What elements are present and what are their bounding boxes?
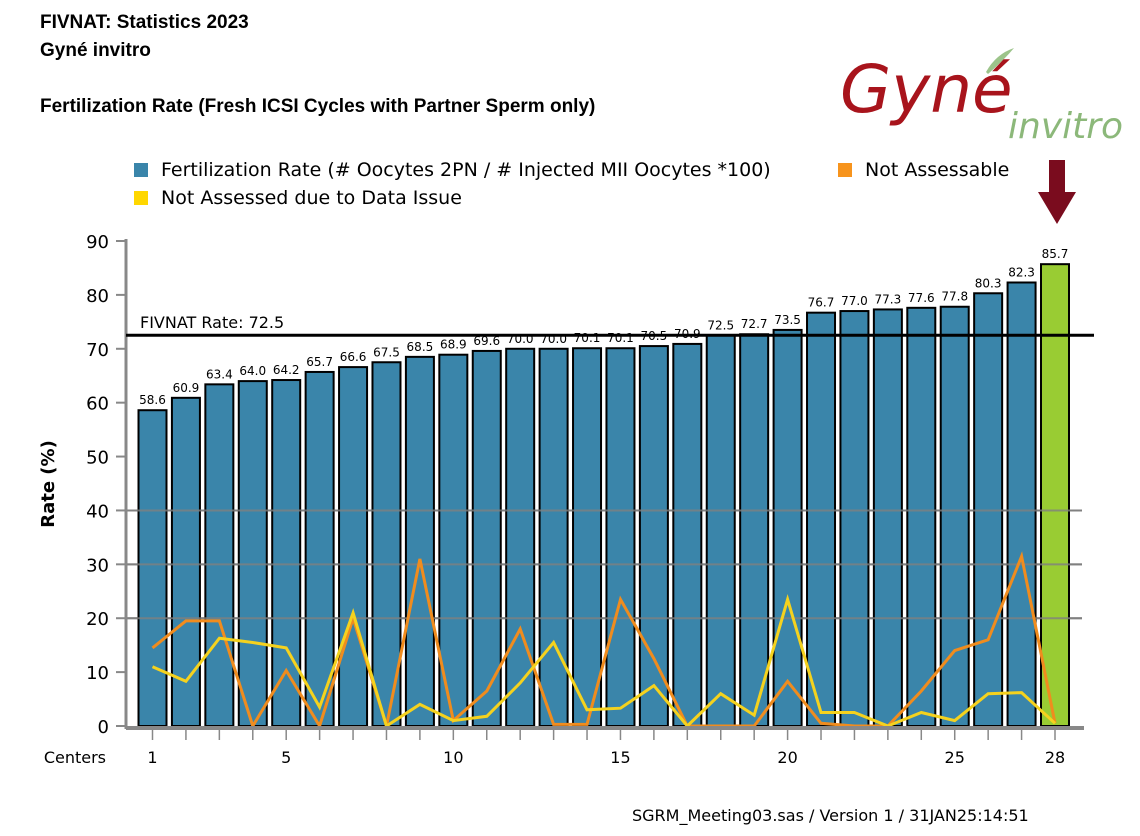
y-axis-label: Rate (%) [38, 440, 59, 528]
bar-value-label: 58.6 [139, 393, 166, 407]
x-axis-label: Centers [44, 748, 106, 767]
bar-center-10 [438, 353, 469, 727]
bar-value-label: 68.5 [407, 340, 434, 354]
legend-label: Fertilization Rate (# Oocytes 2PN / # In… [161, 159, 771, 181]
bar-center-23 [872, 308, 903, 727]
y-tick-label: 40 [86, 501, 109, 522]
bar-value-label: 64.2 [273, 363, 300, 377]
x-tick-label: 28 [1045, 748, 1065, 767]
logo-sub-text: invitro [1008, 106, 1123, 147]
bar-value-label: 76.7 [808, 296, 835, 310]
y-tick-label: 10 [86, 663, 109, 684]
bar-center-7 [338, 366, 369, 727]
bar-highlight-center-28 [1040, 263, 1070, 727]
x-tick-label: 20 [777, 748, 797, 767]
bar-value-label: 69.6 [473, 334, 500, 348]
legend-not-assessed-data-issue: Not Assessed due to Data Issue [134, 187, 462, 209]
x-tick-label: 15 [610, 748, 630, 767]
bar-center-16 [638, 345, 669, 727]
label-layer: 58.6 60.9 63.4 64.0 64.2 65.7 66.6 67.5 68.5 68.9… [126, 247, 1094, 407]
bar-value-label: 77.8 [941, 290, 968, 304]
bar-center-17 [672, 342, 703, 727]
bar-center-25 [939, 305, 970, 727]
bar-value-label: 73.5 [774, 313, 801, 327]
x-tick-label: 10 [443, 748, 463, 767]
bar-value-label: 68.9 [440, 338, 467, 352]
y-tick-label: 20 [86, 609, 109, 630]
y-tick-label: 90 [86, 232, 109, 253]
logo-main-text: Gyné [840, 51, 1013, 128]
bar-value-label: 65.7 [306, 355, 333, 369]
bar-value-label: 77.0 [841, 294, 868, 308]
bar-center-5 [271, 379, 302, 727]
legend-fertilization-rate: Fertilization Rate (# Oocytes 2PN / # In… [134, 159, 771, 181]
bar-value-label: 60.9 [173, 381, 200, 395]
center-name: Gyné invitro [40, 40, 151, 61]
y-tick-label: 60 [86, 394, 109, 415]
bar-center-12 [505, 347, 536, 727]
report-title: FIVNAT: Statistics 2023 [40, 12, 249, 33]
footer-program-info: SGRM_Meeting03.sas / Version 1 / 31JAN25… [632, 806, 1029, 825]
bar-center-19 [739, 333, 770, 727]
bar-value-label: 70.1 [574, 331, 601, 345]
reference-line-label: FIVNAT Rate: 72.5 [140, 313, 284, 332]
legend-not-assessable: Not Assessable [838, 159, 1009, 181]
x-tick-label: 5 [281, 748, 291, 767]
legend-label: Not Assessed due to Data Issue [161, 187, 462, 209]
bar-center-8 [371, 361, 402, 727]
bar-center-11 [471, 349, 502, 727]
bar-center-20 [772, 328, 803, 727]
y-tick-label: 70 [86, 340, 109, 361]
bar-center-14 [572, 347, 603, 727]
bar-center-18 [705, 334, 736, 727]
y-tick-label: 80 [86, 286, 109, 307]
x-tick-label: 25 [945, 748, 965, 767]
bar-center-27 [1006, 281, 1037, 727]
bar-center-24 [906, 306, 937, 727]
bar-value-label: 82.3 [1008, 265, 1035, 279]
x-tick-label: 1 [147, 748, 157, 767]
bar-value-label: 64.0 [239, 364, 266, 378]
bar-value-label: 85.7 [1042, 247, 1069, 261]
y-tick-label: 0 [98, 717, 109, 738]
y-tick-label: 50 [86, 448, 109, 469]
bar-center-3 [204, 383, 235, 727]
bar-value-label: 67.5 [373, 345, 400, 359]
bar-value-label: 63.4 [206, 367, 233, 381]
line-not-assessable [151, 551, 1057, 730]
bar-value-label: 77.6 [908, 291, 935, 305]
gyne-invitro-logo: Gyné invitro [840, 48, 1123, 147]
bar-center-4 [237, 380, 268, 727]
bar-center-13 [538, 347, 569, 727]
bar-center-15 [605, 347, 636, 727]
bar-value-label: 72.7 [741, 317, 768, 331]
bar-center-9 [404, 355, 435, 727]
legend-label: Not Assessable [865, 159, 1010, 181]
bar-center-1 [137, 409, 168, 727]
legend-swatch-yellow [134, 191, 148, 205]
bar-value-label: 72.5 [707, 318, 734, 332]
chart-title: Fertilization Rate (Fresh ICSI Cycles wi… [40, 96, 596, 117]
down-arrow-icon [1038, 160, 1076, 224]
bar-value-label: 77.3 [875, 292, 902, 306]
bar-center-21 [806, 311, 837, 727]
bar-value-label: 66.6 [340, 350, 367, 364]
bar-center-6 [304, 370, 335, 727]
legend-swatch-orange [838, 163, 852, 177]
bar-value-label: 80.3 [975, 276, 1002, 290]
bar-center-22 [839, 310, 870, 727]
line-not-assessed-data-issue [151, 594, 1057, 729]
y-tick-label: 30 [86, 555, 109, 576]
line-layer [126, 509, 1082, 730]
bar-value-label: 70.1 [607, 331, 634, 345]
logo-leaf-accent [986, 48, 1014, 74]
legend-swatch-blue [134, 163, 148, 177]
